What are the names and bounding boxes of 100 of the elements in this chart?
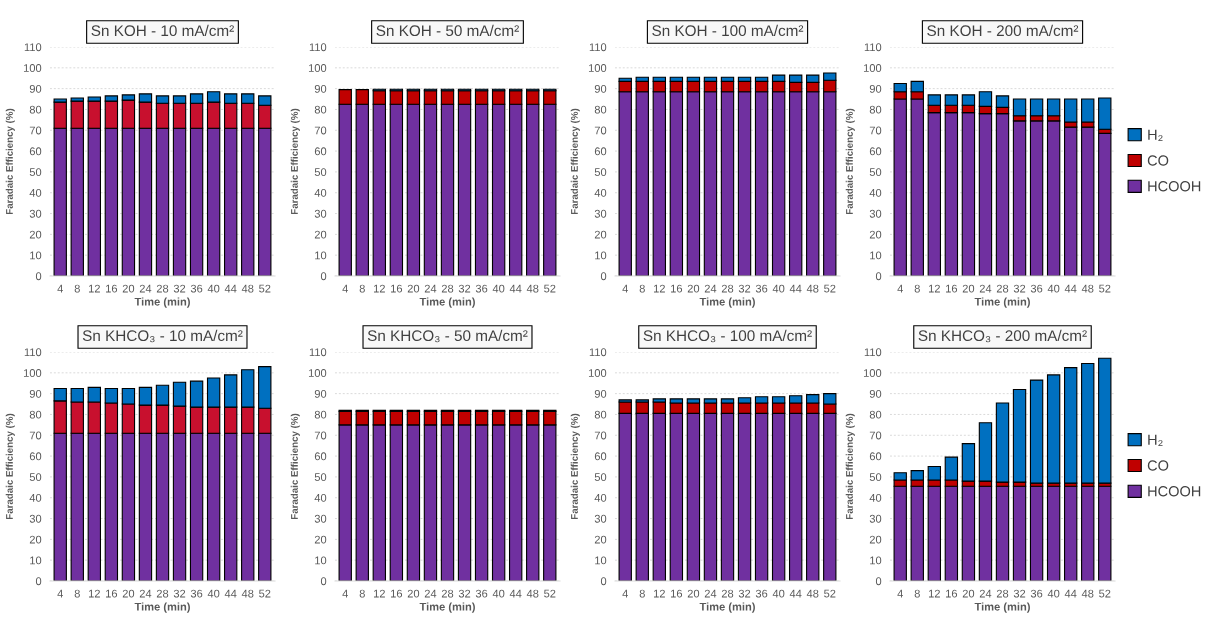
y-tick-label: 110 [309,43,327,52]
bar [910,485,924,581]
y-tick-label: 60 [29,147,42,156]
x-tick-label: 4 [622,589,628,598]
x-tick-label: 24 [424,284,437,293]
y-tick-label: 80 [29,410,42,419]
y-tick-label: 100 [23,369,42,377]
x-tick-label: 16 [946,589,958,598]
y-tick-label: 0 [320,272,327,281]
legend-label: H₂ [1148,434,1163,446]
x-tick-label: 36 [1030,284,1043,293]
y-axis-title: Faradaic Efficiency (%) [5,413,15,520]
x-tick-label: 32 [738,284,751,293]
legend-label: CO [1147,155,1169,166]
y-tick-label: 40 [29,493,42,502]
x-tick-label: 28 [156,284,169,293]
x-tick-label: 12 [653,589,665,598]
x-tick-label: 48 [806,284,819,293]
y-tick-label: 110 [864,43,882,52]
x-tick-label: 40 [492,284,505,293]
bar [944,485,959,581]
x-tick-label: 20 [962,284,975,293]
x-tick-label: 52 [824,284,836,293]
x-tick-label: 32 [173,284,186,293]
x-tick-label: 44 [1064,284,1077,293]
x-tick-label: 12 [928,284,940,293]
x-tick-label: 48 [1081,589,1094,598]
x-tick-label: 40 [772,284,785,293]
x-tick-label: 4 [897,589,903,598]
x-tick-label: 12 [928,589,940,598]
bar [1063,367,1078,484]
y-tick-label: 10 [315,251,327,260]
x-tick-label: 24 [979,284,992,293]
y-tick-label: 110 [309,348,327,357]
x-tick-label: 16 [671,589,683,598]
y-tick-label: 90 [594,389,607,398]
x-tick-label: 32 [1013,589,1026,598]
x-tick-label: 24 [139,589,152,598]
y-tick-label: 0 [600,577,607,586]
x-tick-label: 44 [224,284,237,293]
y-tick-label: 100 [588,64,607,72]
x-tick-label: 44 [224,589,237,598]
x-tick-label: 48 [1081,284,1094,293]
y-tick-label: 50 [594,168,607,177]
y-tick-label: 60 [314,147,327,156]
x-tick-label: 24 [424,589,437,598]
chart-title: Sn KOH - 50 mA/cm² [376,24,519,37]
y-tick-label: 10 [595,251,607,260]
x-tick-label: 12 [373,284,385,293]
y-tick-label: 40 [314,493,327,502]
y-tick-label: 100 [863,64,882,72]
x-tick-label: 40 [492,589,505,598]
x-tick-label: 40 [207,589,220,598]
y-tick-label: 80 [314,410,327,419]
y-tick-label: 10 [30,251,42,260]
y-tick-label: 90 [869,389,882,398]
y-tick-label: 30 [594,514,607,523]
x-tick-label: 16 [106,589,118,598]
y-tick-label: 90 [314,84,327,93]
x-tick-label: 4 [622,284,628,293]
y-tick-label: 50 [314,168,327,177]
x-tick-label: 20 [407,284,420,293]
legend-label: H₂ [1148,129,1163,141]
x-tick-label: 24 [979,589,992,598]
x-tick-label: 52 [259,284,271,293]
x-tick-label: 44 [509,284,522,293]
y-tick-label: 60 [869,147,882,156]
x-tick-label: 4 [57,589,63,598]
bar [1029,379,1044,484]
y-tick-label: 0 [35,272,42,281]
x-tick-label: 44 [509,589,522,598]
y-tick-label: 40 [314,188,327,197]
y-tick-label: 110 [589,348,607,357]
x-tick-label: 20 [962,589,975,598]
y-tick-label: 20 [314,535,327,544]
y-tick-label: 30 [29,209,42,218]
y-tick-label: 110 [24,348,42,357]
bar [1046,485,1061,581]
bar [995,485,1010,581]
x-axis-title: Time (min) [134,602,190,613]
x-tick-label: 48 [806,589,819,598]
x-tick-label: 52 [824,589,836,598]
x-tick-label: 36 [475,284,488,293]
y-tick-label: 70 [29,431,42,440]
bar [1012,388,1027,483]
x-tick-label: 48 [526,284,539,293]
y-tick-label: 70 [594,126,607,135]
y-tick-label: 20 [594,230,607,239]
x-tick-label: 40 [1047,589,1060,598]
x-tick-label: 4 [57,284,63,293]
x-tick-label: 8 [74,589,80,598]
x-tick-label: 24 [704,589,717,598]
y-tick-label: 30 [869,514,882,523]
bar [1098,97,1112,130]
y-tick-label: 110 [589,43,607,52]
y-tick-label: 30 [29,514,42,523]
y-tick-label: 0 [875,577,882,586]
y-axis-title: Faradaic Efficiency (%) [290,413,300,520]
x-tick-label: 28 [721,589,734,598]
x-tick-label: 16 [671,284,683,293]
